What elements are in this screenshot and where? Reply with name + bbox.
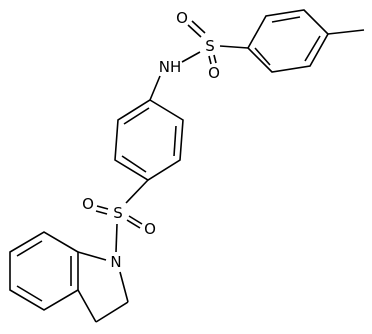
bond (219, 45, 249, 49)
atom-label: S (205, 37, 215, 55)
bonds (9, 9, 365, 323)
bond (191, 20, 206, 34)
ring (9, 231, 79, 311)
bond (95, 210, 108, 215)
double-bond (16, 285, 43, 302)
bond (213, 54, 217, 64)
atom-label: S (113, 204, 123, 222)
atom-label: O (144, 220, 156, 238)
atom-label: O (82, 195, 94, 213)
double-bond (16, 240, 43, 257)
double-bond (271, 16, 301, 23)
bond (95, 301, 129, 323)
atom-label: N (110, 253, 121, 271)
bond (119, 271, 129, 303)
double-bond (254, 47, 271, 66)
bond (208, 55, 212, 65)
bond (125, 179, 149, 204)
bond (128, 215, 143, 225)
ring (114, 99, 184, 181)
bond (126, 219, 141, 229)
atom-label: O (176, 9, 188, 27)
methyl-bond (327, 29, 365, 35)
atom-label: NH (159, 58, 182, 76)
bond (181, 51, 201, 63)
double-bond (304, 35, 321, 62)
bond (77, 251, 107, 261)
bond (149, 75, 161, 101)
bond (96, 205, 109, 210)
atom-label: O (208, 64, 220, 82)
atom-labels: O S O NH O S O N (82, 9, 220, 271)
bond (115, 223, 118, 253)
double-bond (173, 125, 177, 157)
double-bond (123, 107, 150, 125)
bond (187, 24, 202, 38)
bond (77, 289, 97, 323)
double-bond (121, 155, 147, 173)
